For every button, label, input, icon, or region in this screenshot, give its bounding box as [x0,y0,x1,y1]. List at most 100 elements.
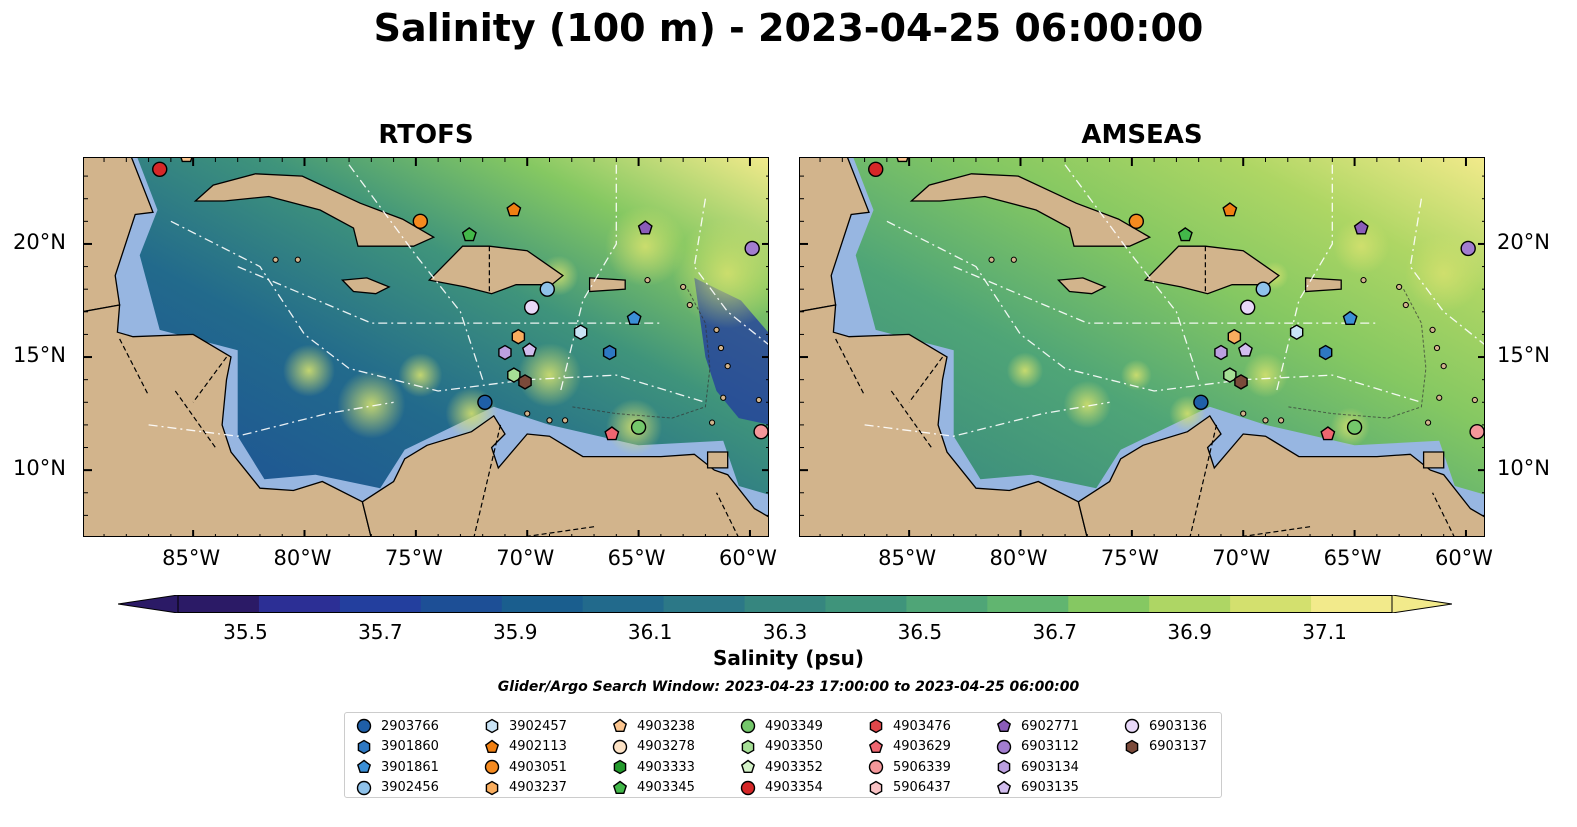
legend-entry: 4903349 [739,716,823,736]
colorbar-segment [178,595,260,613]
colorbar-segment [906,595,988,613]
colorbar-segment [1230,595,1312,613]
pentagon-marker-icon [996,718,1012,733]
salinity-feature [398,353,443,398]
legend-entry: 4903333 [611,757,695,777]
colorbar-tick-label: 36.5 [897,620,943,644]
float-marker-4903629[interactable] [1320,426,1336,441]
legend-entry: 3902456 [355,778,439,798]
colorbar-bar [117,594,1453,614]
legend-entry-label: 3901860 [381,739,439,754]
salinity-feature [605,206,686,287]
isobath-contour [571,288,711,419]
float-marker-6903112[interactable] [1460,240,1476,257]
lon-tick-label: 70°W [1212,546,1271,570]
salinity-feature [282,344,335,397]
legend-entry: 4903345 [611,778,695,798]
float-marker-6903136[interactable] [1239,299,1256,315]
colorbar-tick-label: 36.3 [762,620,808,644]
float-marker-2903766[interactable] [1193,394,1209,410]
float-marker-4903349[interactable] [1346,419,1363,435]
colorbar [117,594,1453,614]
float-marker-5906339[interactable] [753,423,768,440]
pentagon-marker-icon [740,759,756,774]
float-marker-3901860[interactable] [602,344,617,361]
island [1240,410,1247,417]
float-marker-4903051[interactable] [1128,213,1145,230]
legend-entry-label: 3902457 [509,718,567,734]
float-marker-4903238[interactable] [180,158,193,163]
legend-entry: 3902457 [483,716,567,736]
float-marker-4903237[interactable] [511,328,526,345]
island [720,394,727,401]
float-marker-3902457[interactable] [573,324,588,341]
island [294,256,301,263]
island [1262,417,1269,424]
country-border [890,390,932,448]
hexagon-marker-icon [485,780,499,795]
circle-marker-icon [1124,718,1140,734]
circle-marker-icon [996,739,1012,754]
float-marker-4903349[interactable] [630,419,647,435]
country-border [119,338,150,396]
island [561,417,569,424]
float-marker-6903112[interactable] [744,240,760,257]
pentagon-marker-icon [868,739,884,753]
float-marker-3901861[interactable] [1342,310,1358,326]
rtofs-salinity-map[interactable] [83,157,769,537]
colorbar-extend-high [1391,594,1453,614]
float-marker-4903354[interactable] [868,161,884,178]
legend-entry-label: 4903051 [509,759,567,775]
float-marker-4903238[interactable] [896,158,909,163]
float-marker-6903134[interactable] [1214,344,1228,361]
pentagon-marker-icon [484,739,500,753]
float-marker-6903137[interactable] [1234,374,1248,390]
salinity-feature [1006,352,1044,389]
float-marker-5906339[interactable] [1469,423,1484,440]
colorbar-segment [987,595,1069,613]
float-marker-4903354[interactable] [152,161,168,178]
float-marker-3901860[interactable] [1318,344,1333,361]
country-border [174,390,216,448]
float-marker-4903350[interactable] [1223,367,1237,383]
legend-entry: 6903135 [995,778,1079,798]
float-marker-4903345[interactable] [461,227,477,242]
float-marker-4903629[interactable] [604,426,620,441]
legend-entry-label: 3901861 [381,759,439,775]
float-marker-6903136[interactable] [523,299,540,315]
circle-marker-icon [740,718,756,734]
legend-entry-label: 4903333 [637,759,695,775]
float-marker-4903237[interactable] [1227,328,1242,345]
island [1471,396,1478,404]
float-marker-6902771[interactable] [1353,220,1369,235]
float-marker-4903345[interactable] [1177,227,1193,242]
float-marker-6903135[interactable] [521,342,537,357]
float-marker-4902113[interactable] [1222,202,1238,217]
float-marker-6902771[interactable] [637,220,653,235]
legend-entry: 4903238 [611,716,695,736]
float-marker-6903137[interactable] [518,374,532,390]
amseas-salinity-map[interactable] [799,157,1485,537]
island [1433,344,1441,352]
float-marker-3902456[interactable] [539,281,555,297]
legend-entry-label: 4903350 [765,739,823,754]
lat-tick-label-right: 10°N [1497,456,1550,481]
float-marker-6903134[interactable] [498,344,512,361]
eez-boundary [148,401,394,437]
colorbar-segment [501,595,584,613]
float-marker-3901861[interactable] [626,310,642,326]
float-marker-6903135[interactable] [1237,342,1253,357]
lat-tick-label-left: 15°N [13,343,66,368]
land-trinidad [1422,451,1445,469]
pentagon-marker-icon [356,759,372,774]
colorbar-tick-label: 35.5 [223,620,268,644]
float-marker-4903350[interactable] [507,367,521,383]
float-marker-3902457[interactable] [1289,324,1304,341]
float-marker-2903766[interactable] [477,394,493,410]
legend-entry: 5906437 [867,778,951,798]
island [1424,419,1432,426]
legend-entry: 4903350 [739,737,823,757]
float-marker-4903051[interactable] [412,213,429,230]
float-marker-3902456[interactable] [1255,281,1271,297]
float-marker-4902113[interactable] [506,202,522,217]
